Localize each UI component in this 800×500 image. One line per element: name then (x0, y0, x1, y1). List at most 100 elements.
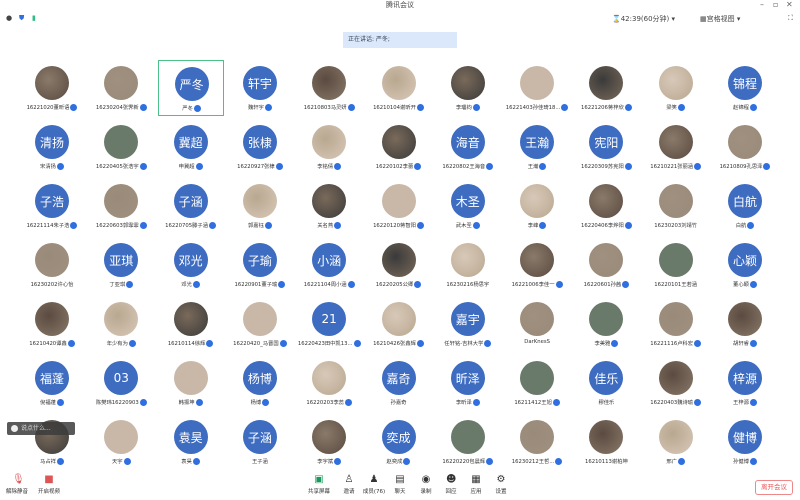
participant-tile[interactable]: 宪阳 16220309苏宪阳 (573, 119, 639, 175)
timer[interactable]: ⌛42:39(60分钟) ▾ (612, 15, 675, 23)
participant-tile[interactable]: 亚琪 丁亚琪 (88, 237, 154, 293)
participant-tile[interactable]: 16220203李蕊 (296, 355, 362, 411)
info-icon[interactable]: ● (6, 14, 13, 22)
members-button[interactable]: ♟ 成员(76) (362, 474, 386, 496)
participant-tile[interactable]: 杨博 杨博 (227, 355, 293, 411)
participant-tile[interactable]: 轩宇 魏轩宇 (227, 60, 293, 116)
participant-tile[interactable]: 福蓬 倪福蓬 (19, 355, 85, 411)
participant-tile[interactable]: 16221020董昕语 (19, 60, 85, 116)
participant-tile[interactable]: 16210426张鑫辉 (366, 296, 432, 352)
participant-tile[interactable]: 16230212王哲... (504, 414, 570, 470)
participant-tile[interactable]: 16220120蒋智阳 (366, 178, 432, 234)
participant-tile[interactable]: 16220603郭霏霏 (88, 178, 154, 234)
participant-tile[interactable]: 16221403孙佳琦18... (504, 60, 570, 116)
participant-tile[interactable]: DarKnesS (504, 296, 570, 352)
invite-button[interactable]: ♙ 邀请 (343, 474, 355, 496)
participant-tile[interactable]: 李宇斌 (296, 414, 362, 470)
participant-tile[interactable]: 16210420谭鑫 (19, 296, 85, 352)
participant-tile[interactable]: 16210221张丽涵 (643, 119, 709, 175)
participant-tile[interactable]: 李美雅 (573, 296, 639, 352)
close-icon[interactable]: ✕ (786, 0, 793, 9)
chat-bubble[interactable]: 说点什么... (7, 422, 75, 435)
participant-tile[interactable]: 李峰 (504, 178, 570, 234)
participant-tile[interactable]: 16221006李佳一 (504, 237, 570, 293)
start-video-button[interactable]: ■ 开启视频 (37, 474, 60, 496)
participant-tile[interactable]: 16230203刘靖竹 (643, 178, 709, 234)
leave-meeting-button[interactable]: 离开会议 (755, 480, 793, 495)
participant-tile[interactable]: 嘉奇 孙嘉奇 (366, 355, 432, 411)
participant-tile[interactable]: 邓光 邓光 (158, 237, 224, 293)
participant-tile[interactable]: 奕成 赵奕成 (366, 414, 432, 470)
participant-tile[interactable]: 16230216杨思宇 (435, 237, 501, 293)
participant-tile[interactable]: 郭嘉钰 (227, 178, 293, 234)
participant-tile[interactable]: 子瑜 16220901董子瑜 (227, 237, 293, 293)
participant-tile[interactable]: 16210113谢柏坤 (573, 414, 639, 470)
name-text: 16211412王旭 (514, 400, 552, 406)
participant-tile[interactable]: 16230204张霁新 (88, 60, 154, 116)
participant-tile[interactable]: 海音 16220802王海音 (435, 119, 501, 175)
unmute-button[interactable]: 🎙 解除静音 (5, 474, 28, 496)
participant-tile[interactable]: 16220220包晨辉 (435, 414, 501, 470)
participant-tile[interactable]: 健博 孙健博 (712, 414, 778, 470)
participant-tile[interactable]: 16220403魏诗瑜 (643, 355, 709, 411)
participant-tile[interactable]: 李铭倩 (296, 119, 362, 175)
participant-tile[interactable]: 16220601孙茜 (573, 237, 639, 293)
participant-tile[interactable]: 16210114徐辉 (158, 296, 224, 352)
participant-tile[interactable]: 王瀚 王瀚 (504, 119, 570, 175)
signal-icon[interactable]: ▮ (32, 14, 36, 22)
chat-button[interactable]: ▤ 聊天 (394, 474, 406, 496)
participant-tile[interactable]: 韩振坤 (158, 355, 224, 411)
participant-tile[interactable]: 21 16220423田中凯13... (296, 296, 362, 352)
participant-tile[interactable]: 16210803马灵妍 (296, 60, 362, 116)
participant-tile[interactable]: 嘉宇 任轩铭-吉林大学 (435, 296, 501, 352)
participant-tile[interactable]: 16221206蒋梓欣 (573, 60, 639, 116)
participant-tile[interactable]: 03 陈樊玮16220903 (88, 355, 154, 411)
participant-tile[interactable]: 冀超 申冀超 (158, 119, 224, 175)
participant-tile[interactable]: 梓源 王梓源 (712, 355, 778, 411)
fullscreen-icon[interactable]: ⛶ (788, 14, 793, 22)
participant-tile[interactable]: 心颖 董心颖 (712, 237, 778, 293)
participant-tile[interactable]: 16210104谢昕开 (366, 60, 432, 116)
participant-tile[interactable]: 子浩 16221114朱子浩 (19, 178, 85, 234)
participant-tile[interactable]: 16221116卢科宏 (643, 296, 709, 352)
participant-tile[interactable]: 16220406李烨阳 (573, 178, 639, 234)
share-screen-button[interactable]: ▣ 共享屏幕 (307, 474, 330, 496)
settings-button[interactable]: ⚙ 设置 (495, 474, 507, 496)
participant-tile[interactable]: 16220205公卿 (366, 237, 432, 293)
participant-tile[interactable]: 小涵 16221104周小涵 (296, 237, 362, 293)
participant-tile[interactable]: 严冬 严冬 (157, 60, 224, 116)
participant-tile[interactable]: 木圣 武木圣 (435, 178, 501, 234)
apps-button[interactable]: ▦ 应用 (470, 474, 482, 496)
participant-tile[interactable]: 佳乐 穆佳乐 (573, 355, 639, 411)
participant-tile[interactable]: 邢广 (643, 414, 709, 470)
view-switch[interactable]: ▦宫格视图 ▾ (700, 15, 741, 23)
minimize-icon[interactable]: – (760, 0, 764, 9)
reaction-button[interactable]: ☻ 回应 (445, 474, 457, 496)
participant-tile[interactable]: 年少有为 (88, 296, 154, 352)
participant-tile[interactable]: 关名燕 (296, 178, 362, 234)
restore-icon[interactable]: ▫ (773, 0, 779, 9)
participant-tile[interactable]: 清扬 宋清扬 (19, 119, 85, 175)
participant-tile[interactable]: 袁昊 袁昊 (158, 414, 224, 470)
participant-tile[interactable]: 李瓃钧 (435, 60, 501, 116)
participant-tile[interactable]: 16220420_马晋国 (227, 296, 293, 352)
participant-tile[interactable]: 子涵 16220705滕子涵 (158, 178, 224, 234)
participant-tile[interactable]: 锦程 赵锦程 (712, 60, 778, 116)
participant-tile[interactable]: 白航 白航 (712, 178, 778, 234)
participant-tile[interactable]: 胡轩睿 (712, 296, 778, 352)
participant-name: 倪福蓬 (17, 398, 87, 406)
participant-tile[interactable]: 16220405张浩宇 (88, 119, 154, 175)
participant-name: 16221403孙佳琦18... (502, 103, 572, 111)
record-button[interactable]: ◉ 录制 (420, 474, 432, 496)
participant-tile[interactable]: 昕泽 李昕泽 (435, 355, 501, 411)
participant-tile[interactable]: 16220101王若涵 (643, 237, 709, 293)
participant-tile[interactable]: 梁笑 (643, 60, 709, 116)
participant-tile[interactable]: 子涵 王子涵 (227, 414, 293, 470)
participant-tile[interactable]: 16210809孔思泽 (712, 119, 778, 175)
participant-tile[interactable]: 16220102李蕾 (366, 119, 432, 175)
shield-icon[interactable]: ⛊ (19, 14, 25, 22)
participant-tile[interactable]: 张棣 16220927张棣 (227, 119, 293, 175)
participant-tile[interactable]: 16230202许心怡 (19, 237, 85, 293)
participant-tile[interactable]: 16211412王旭 (504, 355, 570, 411)
participant-tile[interactable]: 天宇 (88, 414, 154, 470)
